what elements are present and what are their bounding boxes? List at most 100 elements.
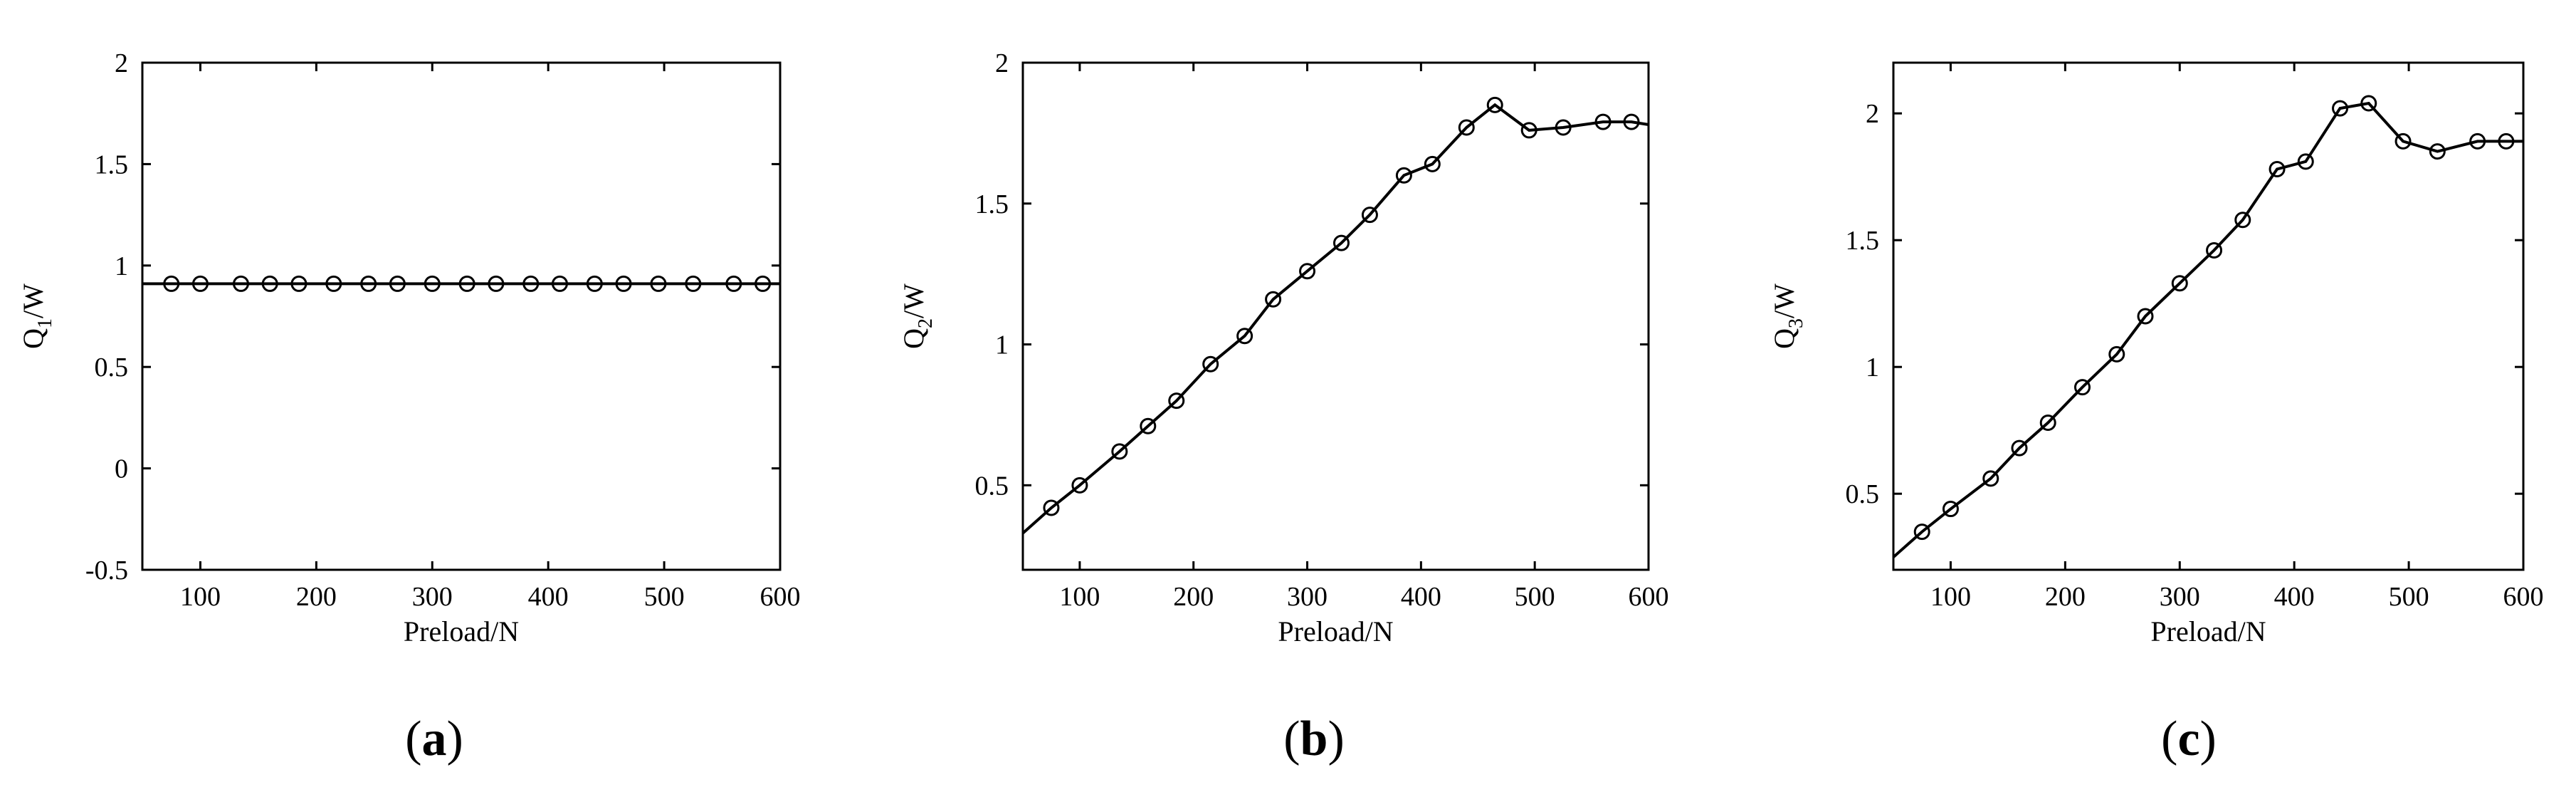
chart-c-data-point [2206,241,2223,259]
chart-c-data-point [2394,132,2412,150]
chart-c-y-axis-label-sub: 3 [1785,318,1807,328]
chart-b-panel: 100 200 300 400 500 6000.511.52Preload/NQ2/W(… [898,48,1669,766]
chart-a-plot-frame [141,61,782,571]
chart-c-data-point [2039,415,2056,432]
chart-c-x-axis-label: Preload/N [2150,615,2266,647]
chart-b-data-point [1168,392,1185,410]
chart-c-data-point [2108,345,2125,363]
chart-a-data-point [650,275,667,292]
chart-b-series-line [1021,103,1649,535]
chart-c-panel: 100 200 300 400 500 600 0.5 1 1.5 2 Preload/N Q3/W (… [1768,61,2544,766]
chart-c-data-point [1913,523,1930,541]
chart-b-data-point [1395,167,1412,184]
chart-b-data-point [1332,234,1350,251]
chart-c-data-point [2297,153,2314,170]
chart-b-data-point [1071,476,1088,494]
chart-b-panel-label-close: ) [1328,712,1344,766]
chart-c-x-tick-label: 500 [2389,582,2429,612]
chart-b-data-point [1424,155,1441,172]
chart-b-x-tick-label: 300 [1287,582,1328,612]
chart-c-panel-label-open: ( [2161,712,2177,766]
chart-a-data-point [551,275,568,292]
chart-b-y-axis-label-sub: 2 [915,318,937,328]
chart-a-panel: 100 200 300 400 500 600 -0.5 0 0.5 1 1.5 2 Preload/N… [17,48,801,766]
chart-a-x-tick-label: 500 [644,582,685,612]
chart-a-y-axis-label-sub: 1 [34,318,56,328]
chart-a-y-axis-label-main: Q [17,328,49,349]
chart-b-data-point [1236,328,1253,345]
chart-a-y-tick-label: 1 [115,251,128,281]
chart-b-panel-label-letter: b [1300,712,1328,766]
chart-c-x-tick-label: 100 [1930,582,1971,612]
chart-a-data-point [725,275,742,292]
chart-c-data-point [1982,470,1999,487]
chart-a-panel-label: (a) [405,712,463,766]
chart-a-x-tick-label: 100 [180,582,221,612]
chart-c-data-point [1942,501,1959,518]
chart-c-data-point [2469,132,2486,150]
chart-a-data-point [325,275,342,292]
chart-a-x-tick-label: 200 [296,582,337,612]
chart-a-data-point [191,275,209,292]
chart-a-panel-label-close: ) [447,712,463,766]
chart-c-series-line [1892,101,2523,558]
chart-c-y-axis-label: Q3/W [1768,283,1807,349]
chart-b-y-tick-label: 2 [995,48,1009,78]
chart-a-y-tick-label: 1.5 [95,150,129,179]
chart-c-panel-label-letter: c [2177,712,2199,766]
chart-a-data-point [615,275,632,292]
chart-c-x-tick-label: 200 [2045,582,2086,612]
chart-a-data-point [424,275,441,292]
chart-b-x-tick-label: 100 [1059,582,1100,612]
chart-c-data-point [2234,212,2251,229]
chart-b-data-point [1043,499,1060,516]
chart-a-x-tick-label: 600 [760,582,801,612]
chart-b-panel-label-open: ( [1283,712,1300,766]
chart-a-data-point [290,275,307,292]
chart-b-x-tick-label: 200 [1173,582,1214,612]
chart-c-y-tick-label: 0.5 [1846,479,1880,509]
chart-b-data-point [1623,113,1640,130]
chart-c-data-point [2360,95,2377,112]
chart-a-y-tick-label: -0.5 [85,556,128,585]
chart-b-data-point [1594,113,1612,130]
chart-c-x-tick-label: 600 [2503,582,2544,612]
chart-a-x-tick-label: 300 [412,582,453,612]
chart-c-panel-label: (c) [2161,712,2217,766]
chart-c-y-tick-label: 2 [1866,99,1879,129]
chart-b-y-axis-label-unit: /W [898,283,930,318]
chart-c-data-point [2498,132,2515,150]
chart-a-y-tick-label: 2 [115,48,128,78]
chart-c-data-point [2011,439,2028,457]
chart-c-data-point [2269,161,2286,178]
chart-b-data-point [1265,291,1282,308]
chart-b-data-point [1486,96,1503,113]
chart-a-data-point [488,275,505,292]
chart-a-data-point [685,275,702,292]
chart-b-x-tick-label: 400 [1401,582,1441,612]
chart-c-data-point [2137,308,2154,325]
chart-b-x-tick-label: 600 [1629,582,1669,612]
chart-c-data-point [2429,143,2446,160]
chart-c-data-point [2332,100,2349,117]
chart-c-y-tick-label: 1.5 [1846,226,1880,256]
chart-b-x-tick-label: 500 [1515,582,1555,612]
chart-b-y-axis-label: Q2/W [898,283,937,349]
chart-a-data-point [360,275,377,292]
chart-a-data-point [261,275,278,292]
chart-b-x-axis-label: Preload/N [1278,615,1393,647]
chart-a-y-tick-label: 0.5 [95,353,129,382]
chart-b-data-point [1140,417,1157,434]
chart-a-x-tick-label: 400 [528,582,569,612]
chart-b-y-tick-label: 0.5 [975,471,1009,501]
chart-b-plot-frame [1021,61,1650,571]
chart-a-x-axis-label: Preload/N [404,615,519,647]
chart-b-y-tick-label: 1.5 [975,189,1009,219]
chart-b-data-point [1202,355,1219,373]
chart-b-data-point [1361,207,1378,224]
chart-a-y-axis-label-unit: /W [17,283,49,318]
chart-c-y-tick-label: 1 [1866,353,1879,382]
chart-a-panel-label-open: ( [405,712,421,766]
chart-c-data-point [2171,275,2188,292]
